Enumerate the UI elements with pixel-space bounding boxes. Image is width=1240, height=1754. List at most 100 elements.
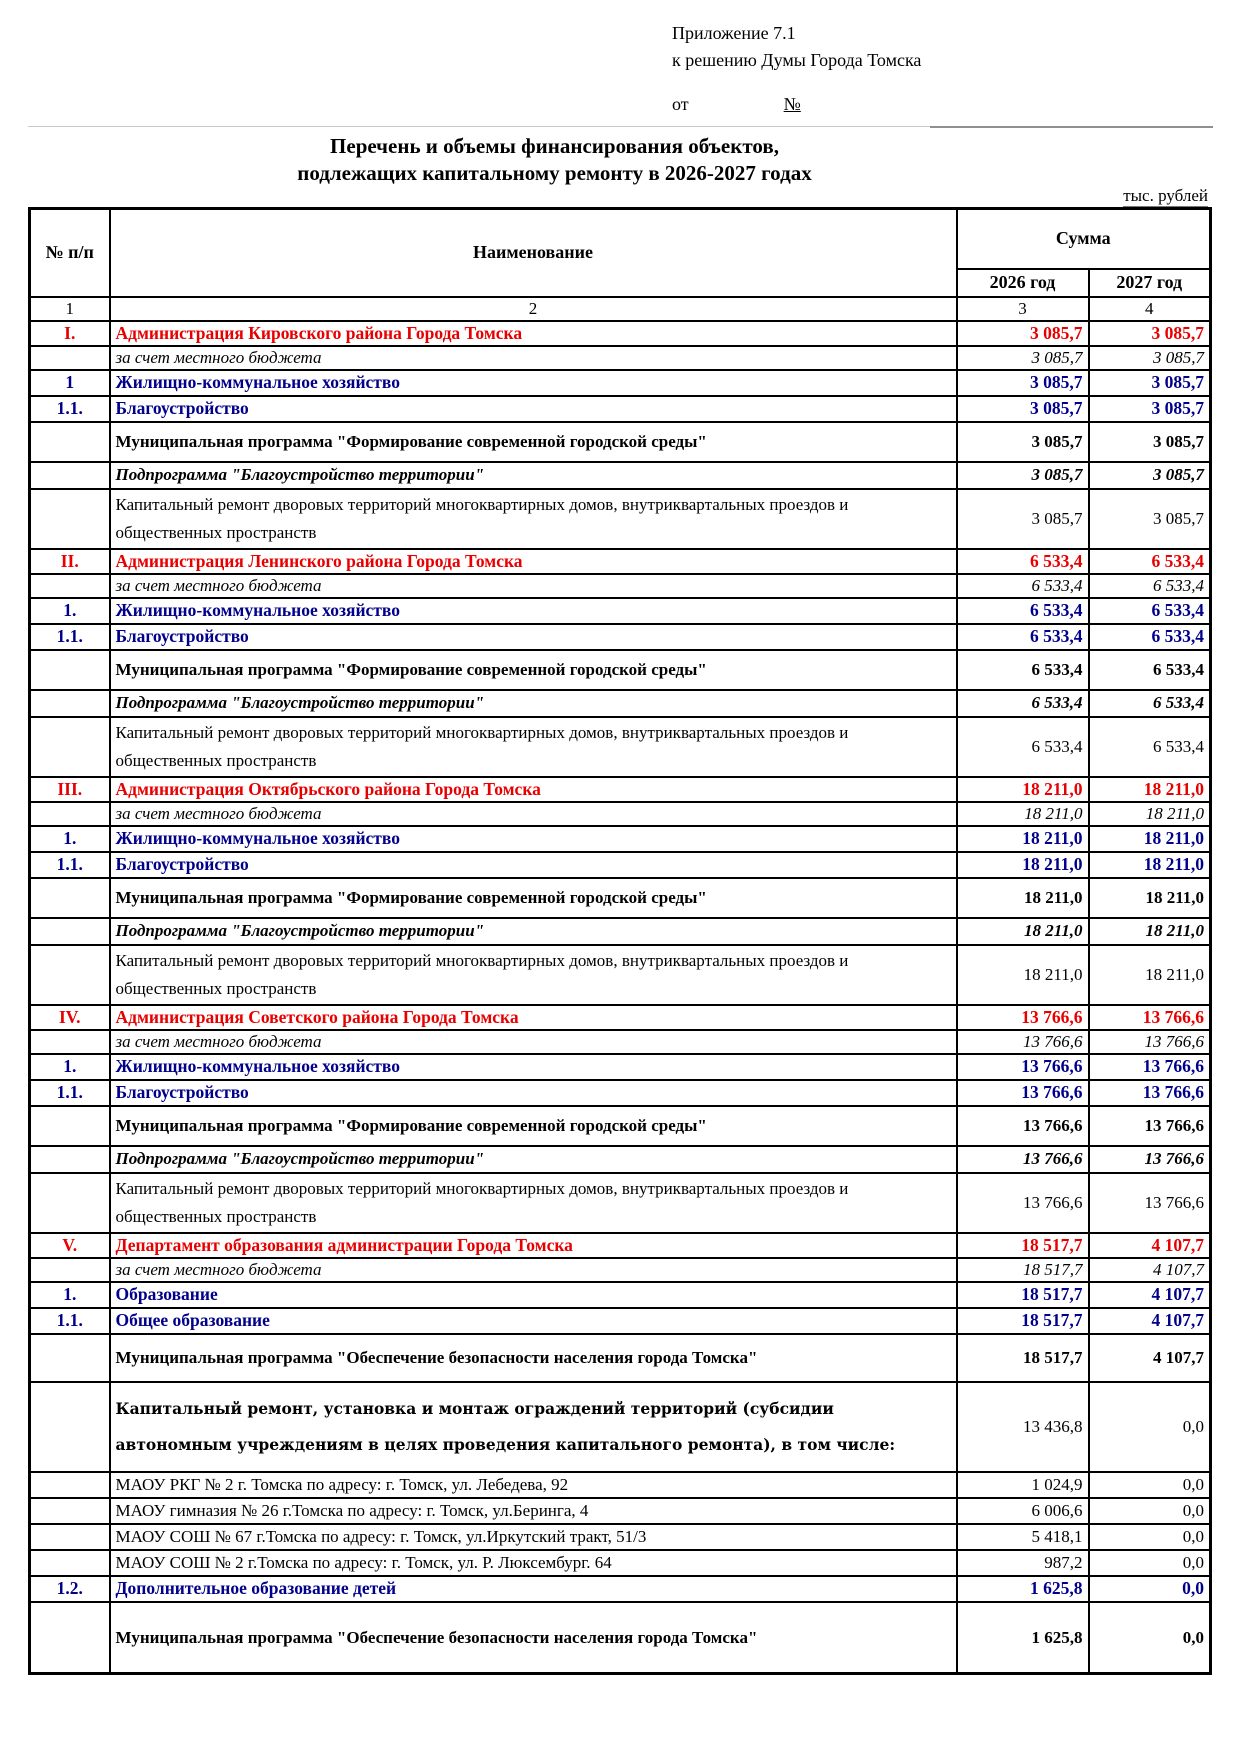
value-2027-cell: 18 211,0 — [1087, 876, 1212, 919]
value-2027-cell: 6 533,4 — [1087, 572, 1212, 599]
row-name-cell: МАОУ СОШ № 67 г.Томска по адресу: г. Том… — [108, 1522, 958, 1551]
row-num-cell: 1.2. — [28, 1574, 111, 1603]
value-2026-cell: 18 211,0 — [955, 800, 1090, 827]
table-row: Капитальный ремонт дворовых территорий м… — [28, 1171, 1212, 1234]
row-name-cell: МАОУ СОШ № 2 г.Томска по адресу: г. Томс… — [108, 1548, 958, 1577]
row-num-cell — [28, 420, 111, 463]
value-2027-cell: 6 533,4 — [1087, 715, 1212, 778]
value-2026-cell: 3 085,7 — [955, 368, 1090, 397]
from-label: от — [672, 94, 689, 114]
table-row: Муниципальная программа "Формирование со… — [28, 648, 1212, 691]
value-2027-cell: 0,0 — [1087, 1496, 1212, 1525]
row-name-cell: Подпрограмма "Благоустройство территории… — [108, 1144, 958, 1174]
row-num-cell — [28, 1380, 111, 1473]
value-2027-cell: 0,0 — [1087, 1522, 1212, 1551]
value-2026-cell: 18 517,7 — [955, 1231, 1090, 1259]
value-2026-cell: 18 211,0 — [955, 775, 1090, 803]
value-2027-cell: 0,0 — [1087, 1600, 1212, 1675]
row-name-cell: МАОУ гимназия № 26 г.Томска по адресу: г… — [108, 1496, 958, 1525]
value-2027-cell: 3 085,7 — [1087, 420, 1212, 463]
value-2027-cell: 3 085,7 — [1087, 368, 1212, 397]
value-2027-cell: 0,0 — [1087, 1548, 1212, 1577]
row-name-cell: Капитальный ремонт, установка и монтаж о… — [108, 1380, 958, 1473]
table-row: Муниципальная программа "Формирование со… — [28, 876, 1212, 919]
row-name-cell: Жилищно-коммунальное хозяйство — [108, 1052, 958, 1081]
row-num-cell — [28, 1332, 111, 1383]
row-num-cell — [28, 1028, 111, 1055]
appendix-line-2: к решению Думы Города Томска — [672, 50, 922, 70]
value-2027-cell: 18 211,0 — [1087, 800, 1212, 827]
row-name-cell: МАОУ РКГ № 2 г. Томска по адресу: г. Том… — [108, 1470, 958, 1499]
table-row: III. Администрация Октябрьского района Го… — [28, 775, 1212, 803]
table-row: 1. Образование 18 517,7 4 107,7 — [28, 1280, 1212, 1309]
table-row: V. Департамент образования администрации … — [28, 1231, 1212, 1259]
row-name-cell: Общее образование — [108, 1306, 958, 1335]
financing-table: № п/п Наименование Сумма 2026 год 2027 г… — [28, 207, 1212, 1676]
row-num-cell — [28, 876, 111, 919]
value-2026-cell: 1 625,8 — [955, 1574, 1090, 1603]
table-row: Муниципальная программа "Обеспечение без… — [28, 1332, 1212, 1383]
value-2027-cell: 0,0 — [1087, 1380, 1212, 1473]
table-year-header-row: 2026 год 2027 год — [30, 267, 1212, 298]
table-row: Капитальный ремонт дворовых территорий м… — [28, 715, 1212, 778]
table-row: Муниципальная программа "Обеспечение без… — [28, 1600, 1212, 1675]
value-2027-cell: 6 533,4 — [1087, 688, 1212, 718]
value-2026-cell: 13 766,6 — [955, 1028, 1090, 1055]
value-2026-cell: 18 211,0 — [955, 850, 1090, 879]
table-row: за счет местного бюджета 13 766,6 13 766,6 — [28, 1028, 1212, 1055]
row-num-cell: 1. — [28, 596, 111, 625]
row-num-cell — [28, 1171, 111, 1234]
table-row: МАОУ РКГ № 2 г. Томска по адресу: г. Том… — [28, 1470, 1212, 1499]
value-2026-cell: 6 533,4 — [955, 596, 1090, 625]
row-num-cell: 1. — [28, 824, 111, 853]
value-2027-cell: 18 211,0 — [1087, 775, 1212, 803]
value-2027-cell: 4 107,7 — [1087, 1231, 1212, 1259]
value-2026-cell: 6 533,4 — [955, 715, 1090, 778]
row-num-cell: 1 — [28, 368, 111, 397]
value-2026-cell: 13 766,6 — [955, 1003, 1090, 1031]
from-number-line: от № — [672, 91, 921, 118]
value-2026-cell: 13 436,8 — [955, 1380, 1090, 1473]
table-row: за счет местного бюджета 3 085,7 3 085,7 — [28, 344, 1212, 371]
row-name-cell: Образование — [108, 1280, 958, 1309]
value-2026-cell: 3 085,7 — [955, 460, 1090, 490]
row-name-cell: за счет местного бюджета — [108, 1256, 958, 1283]
row-num-cell — [28, 943, 111, 1006]
row-name-cell: Благоустройство — [108, 622, 958, 651]
row-num-cell: 1.1. — [28, 394, 111, 423]
table-row: Капитальный ремонт, установка и монтаж о… — [28, 1380, 1212, 1473]
row-num-cell: 1. — [28, 1280, 111, 1309]
row-num-cell: II. — [28, 547, 111, 575]
row-name-cell: Жилищно-коммунальное хозяйство — [108, 368, 958, 397]
value-2026-cell: 18 517,7 — [955, 1256, 1090, 1283]
row-num-cell: III. — [28, 775, 111, 803]
value-2027-cell: 0,0 — [1087, 1574, 1212, 1603]
row-num-cell: 1.1. — [28, 622, 111, 651]
table-row: за счет местного бюджета 18 517,7 4 107,7 — [28, 1256, 1212, 1283]
row-name-cell: Жилищно-коммунальное хозяйство — [108, 824, 958, 853]
table-row: 1 Жилищно-коммунальное хозяйство 3 085,7 3 … — [28, 368, 1212, 397]
column-number-cell: 1 — [28, 295, 111, 322]
value-2026-cell: 3 085,7 — [955, 420, 1090, 463]
row-name-cell: Муниципальная программа "Формирование со… — [108, 648, 958, 691]
value-2027-cell: 13 766,6 — [1087, 1052, 1212, 1081]
row-name-cell: Администрация Октябрьского района Города… — [108, 775, 958, 803]
row-name-cell: Департамент образования администрации Го… — [108, 1231, 958, 1259]
value-2026-cell: 6 006,6 — [955, 1496, 1090, 1525]
row-num-cell: 1.1. — [28, 1306, 111, 1335]
row-num-cell — [28, 688, 111, 718]
row-num-cell: I. — [28, 319, 111, 347]
value-2027-cell: 3 085,7 — [1087, 460, 1212, 490]
table-row: 1.1. Общее образование 18 517,7 4 107,7 — [28, 1306, 1212, 1335]
col-header-2027: 2027 год — [1087, 267, 1212, 298]
title-line-1: Перечень и объемы финансирования объекто… — [330, 134, 779, 158]
row-num-cell: 1.1. — [28, 1078, 111, 1107]
row-name-cell: Жилищно-коммунальное хозяйство — [108, 596, 958, 625]
row-num-cell — [28, 1522, 111, 1551]
table-row: МАОУ гимназия № 26 г.Томска по адресу: г… — [28, 1496, 1212, 1525]
fill-in-line — [930, 126, 1213, 128]
row-num-cell — [28, 1470, 111, 1499]
value-2027-cell: 0,0 — [1087, 1470, 1212, 1499]
row-num-cell — [28, 1600, 111, 1675]
col-header-num: № п/п — [28, 207, 111, 298]
